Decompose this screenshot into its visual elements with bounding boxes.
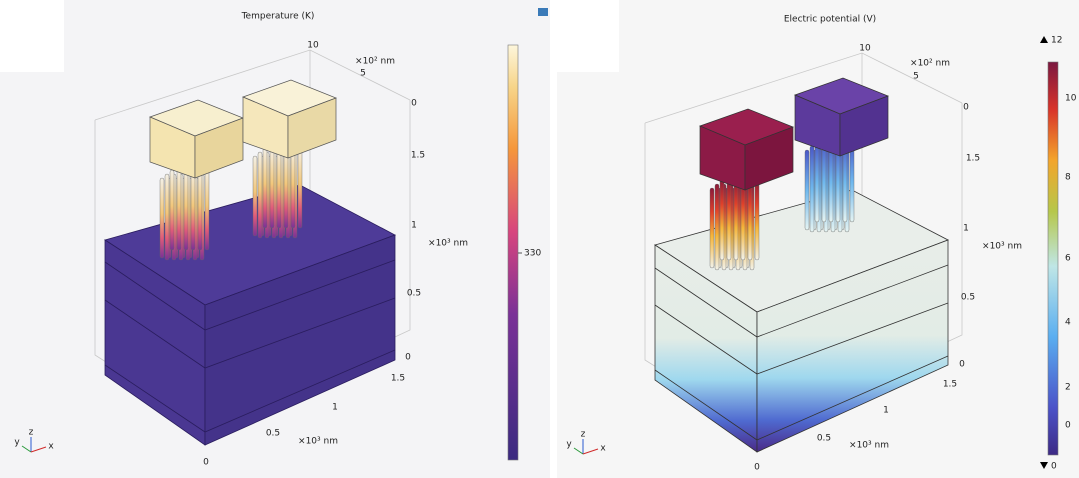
axis-label: 0 bbox=[411, 99, 417, 109]
color-bar-max: 12 bbox=[1051, 36, 1062, 46]
axis-label: 0.5 bbox=[266, 429, 280, 439]
color-bar-label: 0 bbox=[1065, 421, 1071, 431]
triad-label: z bbox=[581, 430, 586, 440]
axis-label: 1.5 bbox=[943, 380, 957, 390]
axis-label: 1 bbox=[411, 221, 417, 231]
pin bbox=[198, 170, 202, 250]
pin bbox=[191, 170, 195, 250]
pin bbox=[755, 180, 759, 260]
color-bar-label: 10 bbox=[1065, 94, 1077, 104]
screenshot: Temperature (K) 10 ×10² nm 5 0 1.5 1 ×10… bbox=[0, 0, 1079, 478]
axis-label: 0 bbox=[963, 103, 969, 113]
pin bbox=[805, 150, 809, 230]
axis-label: 1.5 bbox=[391, 374, 405, 384]
pin bbox=[263, 148, 267, 228]
pin bbox=[177, 170, 181, 250]
pin bbox=[205, 170, 209, 250]
triad-label: z bbox=[29, 428, 34, 438]
plot-title: Electric potential (V) bbox=[784, 15, 876, 25]
axis-label: 1.5 bbox=[411, 151, 425, 161]
pin bbox=[720, 180, 724, 260]
axis-label: 5 bbox=[913, 72, 919, 82]
pin bbox=[748, 180, 752, 260]
pin bbox=[810, 146, 814, 232]
pin bbox=[270, 148, 274, 228]
color-bar-label: 8 bbox=[1065, 173, 1071, 183]
axis-label: 1 bbox=[963, 224, 969, 234]
color-bar-label: 4 bbox=[1065, 318, 1071, 328]
triad-label: y bbox=[566, 440, 572, 450]
page: {"panels": [ {"title": "Temperature (K)"… bbox=[0, 0, 1079, 478]
axis-label: ×10³ nm bbox=[849, 441, 889, 451]
pin bbox=[822, 142, 826, 222]
axis-label: 0.5 bbox=[817, 434, 831, 444]
pin bbox=[277, 148, 281, 228]
pin bbox=[815, 142, 819, 222]
axis-label: 1 bbox=[332, 403, 338, 413]
pin bbox=[727, 180, 731, 260]
axis-label: ×10³ nm bbox=[428, 239, 468, 249]
panel-corner bbox=[0, 0, 64, 72]
pin bbox=[298, 148, 302, 228]
color-bar-min: 0 bbox=[1051, 462, 1057, 472]
pin bbox=[710, 188, 714, 268]
axis-label: 0 bbox=[754, 463, 760, 473]
axis-label: ×10² nm bbox=[910, 59, 950, 69]
axis-label: 0.5 bbox=[961, 293, 975, 303]
triad-label: x bbox=[600, 444, 606, 454]
pin bbox=[160, 178, 164, 258]
pin bbox=[715, 184, 719, 270]
axis-label: 10 bbox=[307, 41, 319, 51]
color-bar-label: 6 bbox=[1065, 254, 1071, 264]
pin bbox=[291, 148, 295, 228]
pin bbox=[258, 152, 262, 238]
triad-label: x bbox=[48, 442, 54, 452]
color-bar bbox=[1048, 62, 1058, 455]
axis-label: 0.5 bbox=[407, 289, 421, 299]
pin bbox=[184, 170, 188, 250]
panel-corner bbox=[557, 0, 619, 72]
axis-label: 5 bbox=[360, 69, 366, 79]
axis-label: ×10³ nm bbox=[298, 437, 338, 447]
axis-label: 1 bbox=[883, 406, 889, 416]
pin bbox=[253, 156, 257, 236]
axis-label: 0 bbox=[203, 458, 209, 468]
toolbar-icon[interactable] bbox=[538, 8, 548, 16]
color-bar-label: 2 bbox=[1065, 383, 1071, 393]
color-bar bbox=[508, 45, 518, 460]
pin bbox=[165, 174, 169, 260]
color-bar-label: 330 bbox=[524, 249, 541, 259]
pin bbox=[741, 180, 745, 260]
axis-label: ×10³ nm bbox=[982, 242, 1022, 252]
pin bbox=[850, 142, 854, 222]
axis-label: 10 bbox=[859, 44, 871, 54]
pin bbox=[829, 142, 833, 222]
pin bbox=[170, 170, 174, 250]
pin bbox=[734, 180, 738, 260]
triad-label: y bbox=[14, 438, 20, 448]
axis-label: 0 bbox=[405, 353, 411, 363]
axis-label: 1.5 bbox=[966, 154, 980, 164]
pin bbox=[284, 148, 288, 228]
axis-label: 0 bbox=[959, 360, 965, 370]
plot-title: Temperature (K) bbox=[241, 12, 315, 22]
axis-label: ×10² nm bbox=[355, 57, 395, 67]
